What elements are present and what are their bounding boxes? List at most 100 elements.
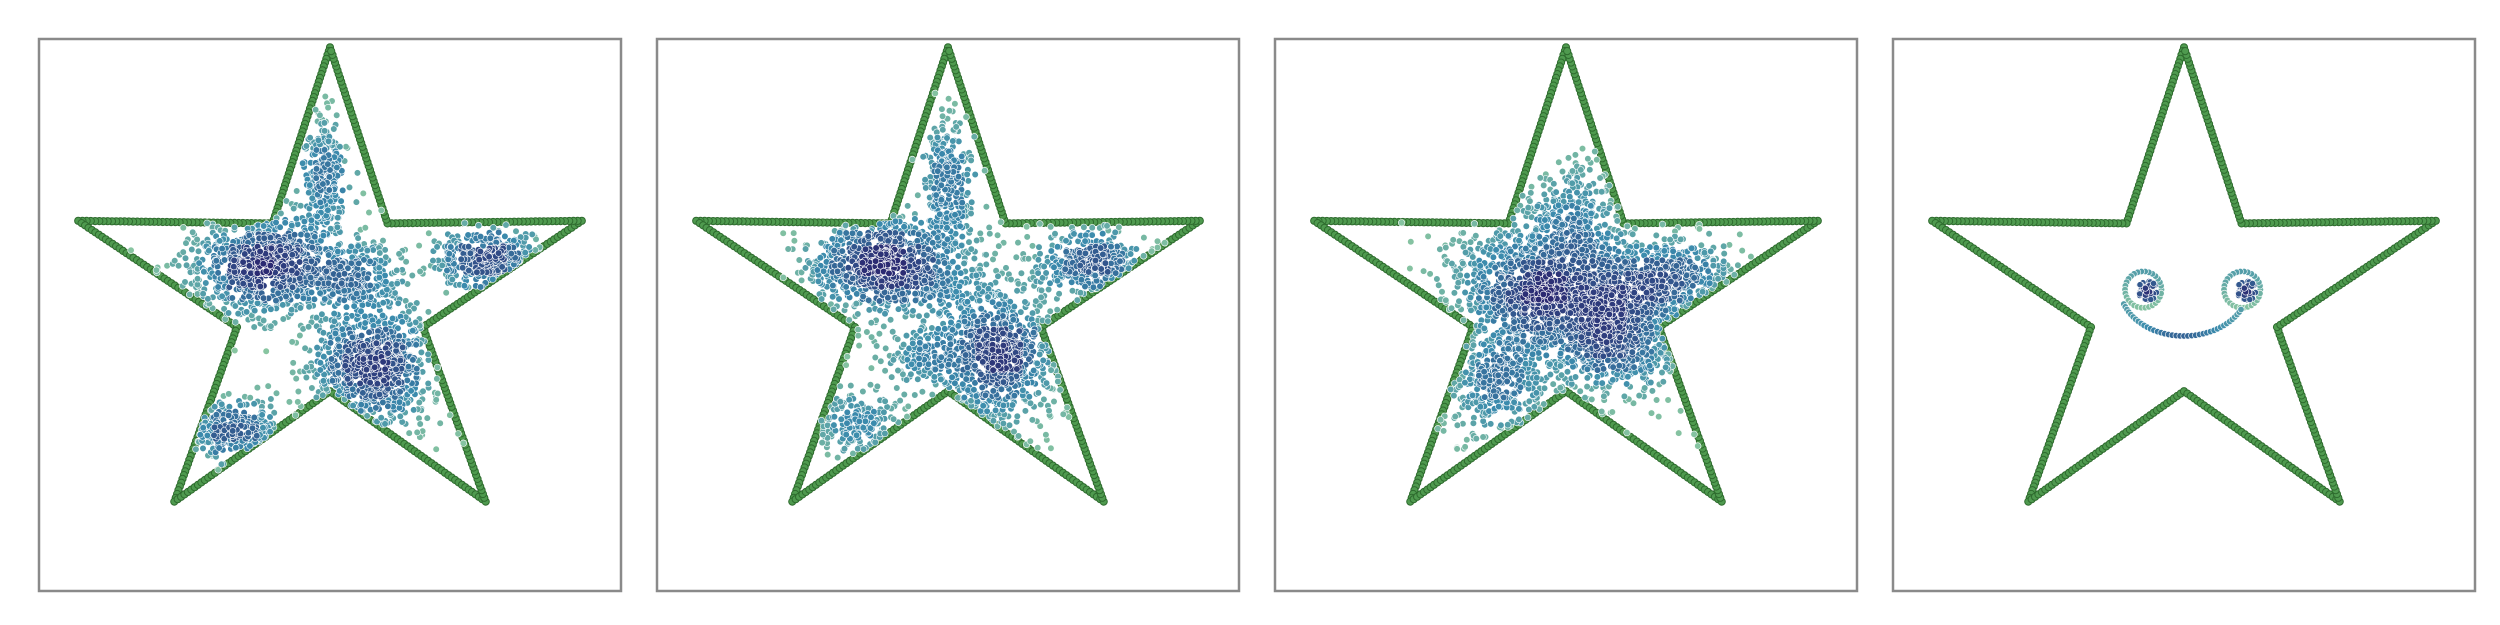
density-point [1153, 243, 1162, 252]
density-point [432, 396, 440, 404]
density-point [432, 445, 440, 453]
density-point [320, 154, 328, 162]
density-point [324, 206, 332, 214]
density-point [228, 278, 236, 286]
density-point [330, 317, 338, 325]
density-point [318, 310, 326, 318]
density-point [1047, 247, 1055, 255]
density-point [842, 301, 850, 309]
density-point [302, 363, 311, 371]
density-point [294, 398, 302, 406]
density-point [334, 335, 342, 343]
density-point [333, 111, 341, 119]
density-point [507, 250, 515, 258]
density-point [1053, 277, 1062, 285]
density-point [413, 365, 421, 373]
density-point [465, 266, 473, 275]
density-point [321, 92, 329, 101]
density-point [210, 423, 219, 431]
density-point [267, 395, 275, 403]
density-point [968, 266, 976, 274]
density-point [1050, 263, 1058, 271]
density-point [424, 350, 432, 358]
density-point [457, 255, 465, 263]
density-point [836, 229, 844, 237]
density-point [188, 245, 196, 254]
density-point [342, 143, 350, 151]
density-point [1047, 223, 1055, 231]
density-point [854, 332, 862, 340]
density-point [813, 266, 821, 274]
density-point [1034, 269, 1042, 277]
density-point [290, 204, 298, 213]
density-point [285, 398, 293, 406]
density-point [199, 290, 207, 298]
density-point [853, 290, 861, 298]
density-point [331, 329, 340, 338]
density-point [359, 342, 368, 350]
density-point [412, 318, 420, 327]
density-point [409, 327, 417, 335]
density-point [256, 282, 264, 291]
density-point [1130, 257, 1138, 265]
density-point [985, 223, 993, 232]
density-point [419, 387, 427, 395]
density-point [960, 393, 968, 402]
density-point [1068, 287, 1077, 295]
density-point [396, 356, 405, 365]
density-point [250, 323, 258, 331]
density-point [338, 325, 346, 333]
density-point [847, 382, 855, 390]
density-point [1034, 444, 1042, 452]
density-point [991, 250, 999, 258]
density-point [1013, 287, 1021, 295]
density-point [847, 402, 855, 410]
density-point [232, 444, 240, 452]
density-point [276, 283, 284, 291]
density-point [950, 269, 959, 277]
density-point [512, 227, 520, 235]
density-point [288, 267, 296, 275]
density-point [1053, 243, 1062, 251]
density-point [196, 431, 204, 439]
density-point [308, 243, 316, 252]
density-point [410, 406, 418, 414]
density-point [852, 300, 860, 308]
density-point [802, 245, 810, 253]
density-point [814, 277, 822, 285]
density-point [189, 228, 197, 236]
density-point [1014, 239, 1022, 247]
density-point [842, 361, 850, 369]
density-point [193, 235, 201, 244]
density-point [459, 439, 468, 447]
density-point [306, 134, 314, 142]
density-point [1010, 303, 1018, 311]
density-point [322, 267, 331, 275]
density-point [389, 314, 397, 323]
density-point [843, 353, 851, 361]
density-point [835, 295, 843, 303]
density-point [875, 330, 883, 338]
density-point [335, 342, 343, 351]
density-point [958, 233, 966, 241]
density-point [943, 224, 951, 232]
density-point [475, 256, 483, 264]
density-point [1111, 228, 1119, 236]
density-point [229, 427, 237, 435]
density-point [1080, 223, 1088, 231]
density-point [203, 219, 211, 227]
density-point [296, 304, 305, 312]
density-point [182, 239, 190, 247]
density-point [830, 421, 838, 429]
density-point [1023, 223, 1031, 231]
density-point [845, 316, 853, 324]
density-point [465, 243, 473, 251]
density-point [999, 401, 1008, 410]
density-point [199, 424, 207, 432]
density-point [212, 411, 220, 419]
density-point [334, 369, 343, 377]
density-point [955, 137, 963, 145]
density-point [933, 133, 942, 142]
density-point [179, 224, 187, 232]
density-point [279, 301, 287, 309]
